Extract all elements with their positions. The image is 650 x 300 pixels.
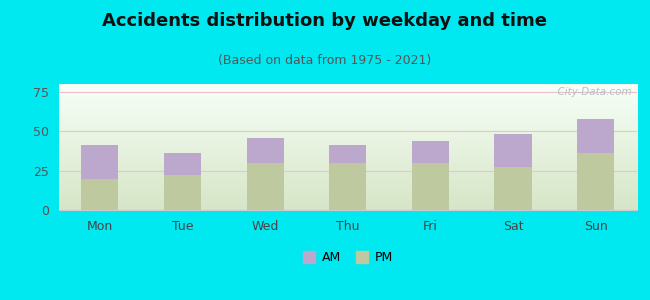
Bar	[81, 146, 118, 178]
Bar	[246, 163, 283, 210]
Text: City-Data.com: City-Data.com	[551, 86, 631, 97]
Bar	[329, 146, 367, 163]
Bar	[164, 153, 201, 175]
Bar	[81, 178, 118, 210]
Bar	[164, 175, 201, 210]
Bar	[246, 137, 283, 163]
Bar	[412, 163, 449, 210]
Bar	[495, 167, 532, 210]
Bar	[495, 134, 532, 167]
Bar	[329, 163, 367, 210]
Bar	[577, 153, 614, 210]
Text: Accidents distribution by weekday and time: Accidents distribution by weekday and ti…	[103, 12, 547, 30]
Bar	[412, 141, 449, 163]
Text: (Based on data from 1975 - 2021): (Based on data from 1975 - 2021)	[218, 54, 432, 67]
Legend: AM, PM: AM, PM	[298, 246, 398, 269]
Bar	[577, 118, 614, 153]
